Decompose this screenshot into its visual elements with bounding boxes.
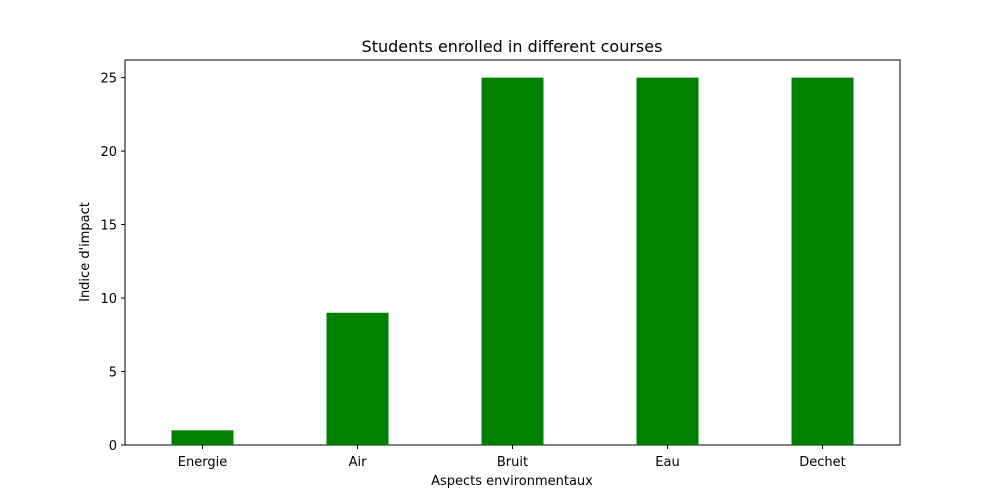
y-tick-label: 5 xyxy=(109,366,117,381)
chart-title: Students enrolled in different courses xyxy=(362,37,663,56)
bar-bruit xyxy=(481,77,544,445)
x-axis-ticks: Energie Air Bruit Eau Dechet xyxy=(178,445,846,470)
x-tick-label: Energie xyxy=(178,455,227,470)
y-tick-label: 25 xyxy=(100,72,117,87)
x-axis-title: Aspects environmentaux xyxy=(431,474,593,489)
x-tick-label: Eau xyxy=(655,455,679,470)
x-tick-label: Dechet xyxy=(799,455,846,470)
y-tick-label: 0 xyxy=(109,439,117,454)
bar-energie xyxy=(171,430,234,445)
bar-dechet xyxy=(791,77,854,445)
y-axis-title: Indice d'impact xyxy=(78,202,93,302)
y-tick-label: 20 xyxy=(100,145,117,160)
y-axis-ticks: 0 5 10 15 20 25 xyxy=(100,72,125,454)
bars-group xyxy=(171,77,854,445)
y-tick-label: 10 xyxy=(100,292,117,307)
bar-air xyxy=(326,312,389,445)
x-tick-label: Bruit xyxy=(497,455,528,470)
bar-eau xyxy=(636,77,699,445)
x-tick-label: Air xyxy=(349,455,368,470)
y-tick-label: 15 xyxy=(100,219,117,234)
